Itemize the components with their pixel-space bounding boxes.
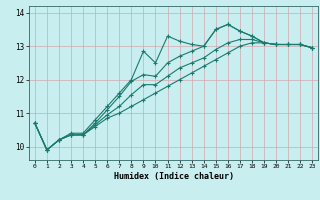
X-axis label: Humidex (Indice chaleur): Humidex (Indice chaleur) — [114, 172, 234, 181]
